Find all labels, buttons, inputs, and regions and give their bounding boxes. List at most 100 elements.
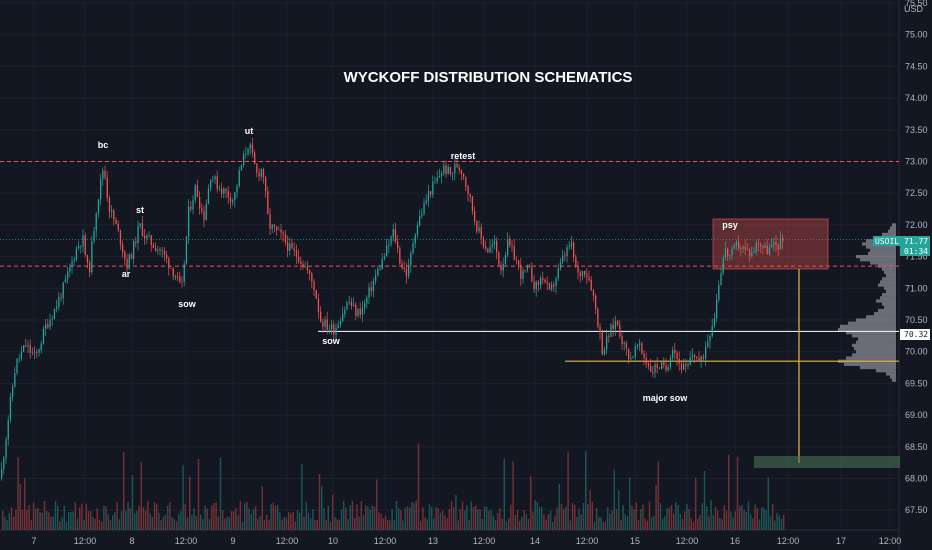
volume-bar — [695, 477, 697, 530]
volume-bar — [261, 486, 263, 530]
volume-bar — [670, 504, 673, 530]
candle-body — [388, 244, 390, 246]
candle-body — [757, 243, 760, 245]
candle-body — [469, 194, 471, 197]
candle-body — [12, 386, 14, 397]
candle-body — [526, 265, 529, 270]
volume-bar — [6, 520, 8, 530]
volume-bar — [48, 512, 50, 530]
volume-bar — [651, 517, 653, 530]
annotation-label: ar — [122, 269, 131, 279]
volume-bar — [714, 506, 717, 530]
volume-bar — [677, 505, 679, 530]
candle-body — [691, 355, 694, 358]
candle-body — [570, 242, 573, 247]
volume-bar — [578, 508, 580, 530]
key-levels — [0, 161, 900, 468]
volume-bar — [10, 507, 13, 530]
candle-body — [377, 269, 379, 276]
volume-bar — [686, 503, 688, 530]
candle-body — [25, 345, 27, 347]
candle-body — [621, 336, 623, 345]
candle-body — [405, 268, 408, 277]
candle-body — [203, 211, 205, 221]
volume-bar — [527, 518, 530, 530]
candle-body — [342, 314, 344, 322]
profile-bar — [878, 264, 896, 268]
candle-body — [685, 364, 687, 366]
profile-bar — [886, 372, 896, 376]
volume-bar — [637, 520, 640, 530]
profile-bar — [882, 302, 896, 306]
volume-bar — [351, 500, 354, 530]
candle-body — [425, 200, 427, 203]
annotation-label: sow — [322, 336, 341, 346]
volume-bar — [98, 519, 101, 530]
volume-bar — [13, 516, 15, 530]
volume-bar — [567, 451, 569, 530]
candle-body — [777, 245, 779, 250]
candle-body — [617, 321, 619, 325]
volume-bar — [404, 507, 406, 530]
volume-bar — [114, 512, 116, 530]
volume-bar — [516, 510, 519, 530]
candle-body — [174, 276, 177, 278]
volume-bar — [554, 516, 556, 530]
candle-body — [551, 284, 553, 290]
candle-body — [546, 282, 548, 284]
candle-body — [432, 181, 434, 195]
price-axis-bg[interactable] — [900, 0, 932, 550]
candle-body — [588, 277, 590, 280]
candle-body — [214, 176, 216, 180]
volume-bar — [776, 512, 778, 530]
volume-bar — [246, 501, 248, 530]
candle-body — [421, 214, 423, 217]
candle-body — [108, 198, 111, 212]
candle-body — [493, 240, 496, 245]
candle-body — [408, 265, 410, 277]
candle-body — [614, 321, 617, 329]
volume-bar — [294, 521, 296, 530]
candle-body — [436, 177, 438, 182]
candle-body — [746, 249, 749, 250]
profile-bar — [874, 312, 896, 316]
volume-bar — [701, 503, 703, 530]
candle-body — [64, 279, 67, 283]
candle-body — [639, 343, 641, 345]
candle-body — [733, 245, 735, 249]
volume-bar — [758, 519, 761, 530]
candle-body — [53, 308, 56, 319]
candle-body — [687, 364, 689, 366]
time-axis: 7 12:00 8 12:00 9 12:00 10 12:00 13 12:00 14 12:00 1… — [31, 536, 901, 546]
candle-body — [269, 213, 271, 229]
candle-body — [205, 204, 207, 221]
volume-bar — [629, 477, 631, 530]
candle-body — [672, 350, 674, 358]
volume-bar — [763, 507, 765, 530]
volume-bar — [402, 520, 404, 530]
candle-body — [650, 366, 652, 372]
candle-body — [225, 188, 227, 192]
candle-body — [711, 325, 713, 336]
volume-bar — [149, 513, 151, 530]
candle-body — [212, 179, 214, 181]
profile-bar — [870, 261, 896, 265]
candle-body — [346, 302, 348, 310]
volume-bar — [28, 504, 30, 530]
volume-bar — [574, 504, 576, 530]
volume-bar — [622, 505, 624, 530]
volume-bar — [644, 518, 646, 530]
candle-body — [159, 249, 161, 251]
candle-body — [372, 281, 375, 291]
candle-body — [390, 236, 392, 245]
price-tick-label: 73.00 — [905, 157, 928, 167]
volume-bar — [589, 490, 591, 530]
volume-bars — [2, 443, 785, 530]
volume-bar — [565, 506, 567, 530]
candle-body — [502, 264, 504, 271]
volume-bar — [362, 515, 365, 530]
volume-bar — [301, 464, 303, 530]
volume-bar — [343, 501, 345, 530]
profile-bar — [840, 324, 896, 328]
